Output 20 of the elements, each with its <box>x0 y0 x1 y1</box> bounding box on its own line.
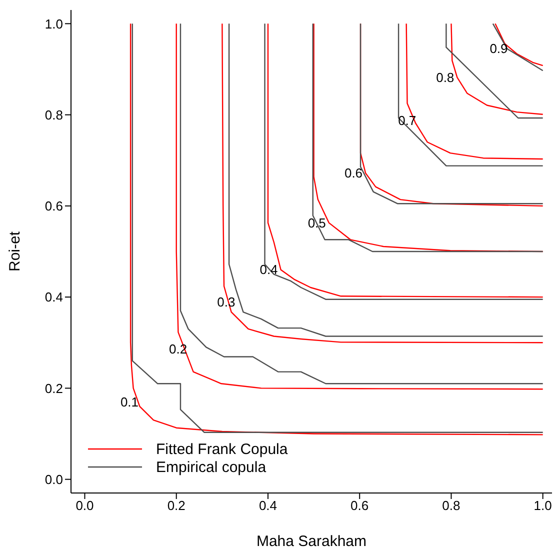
x-tick-label: 0.2 <box>167 498 186 514</box>
legend-label: Empirical copula <box>156 458 266 476</box>
annotation: 0.1 <box>120 394 139 410</box>
x-tick-label: 0.4 <box>258 498 278 514</box>
annotation: 0.8 <box>436 70 454 85</box>
y-tick-label: 1.0 <box>44 16 63 32</box>
x-tick-label: 0.8 <box>442 498 460 514</box>
legend-label: Fitted Frank Copula <box>156 440 288 458</box>
y-tick-label: 0.2 <box>44 380 63 396</box>
y-tick-label: 0.4 <box>44 290 63 305</box>
x-tick-label: 1.0 <box>534 498 552 514</box>
x-tick-label: 0.6 <box>350 498 369 514</box>
y-tick-label: 0.0 <box>44 472 63 487</box>
x-tick-label: 0.0 <box>76 498 94 514</box>
y-tick-label: 0.6 <box>44 198 63 214</box>
y-tick-label: 0.8 <box>44 107 63 122</box>
annotation: 0.9 <box>490 41 508 56</box>
x-axis-title: Maha Sarakham <box>256 533 367 550</box>
y-axis-title: Roi-et <box>6 230 24 272</box>
annotation: 0.6 <box>344 166 363 181</box>
